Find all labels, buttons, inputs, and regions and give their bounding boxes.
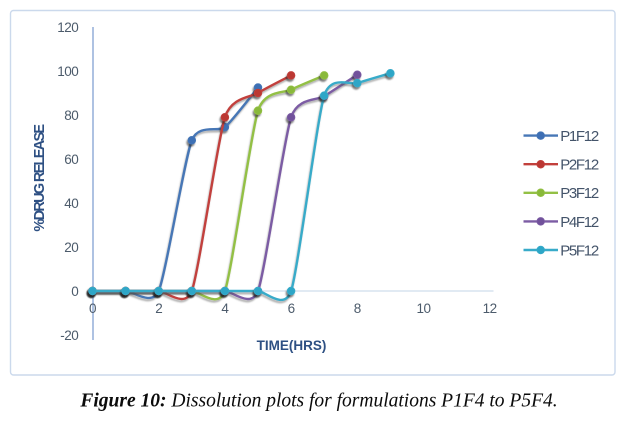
svg-text:2: 2 xyxy=(155,301,162,316)
svg-text:100: 100 xyxy=(57,64,78,79)
svg-text:P3F12: P3F12 xyxy=(560,185,599,202)
svg-text:20: 20 xyxy=(64,240,78,255)
svg-text:P2F12: P2F12 xyxy=(560,157,599,174)
svg-text:TIME(HRS): TIME(HRS) xyxy=(257,338,327,353)
svg-text:-20: -20 xyxy=(60,328,78,343)
svg-text:8: 8 xyxy=(354,301,361,316)
svg-text:0: 0 xyxy=(89,301,96,316)
svg-text:60: 60 xyxy=(64,152,78,167)
svg-text:Figure 10: Dissolution plots f: Figure 10: Dissolution plots for formula… xyxy=(79,391,557,412)
svg-text:%DRUG RELEASE: %DRUG RELEASE xyxy=(32,124,48,232)
svg-text:0: 0 xyxy=(71,284,78,299)
svg-text:10: 10 xyxy=(416,301,430,316)
svg-text:120: 120 xyxy=(57,20,78,35)
svg-text:P4F12: P4F12 xyxy=(560,214,599,231)
svg-text:4: 4 xyxy=(221,301,229,316)
svg-text:6: 6 xyxy=(288,301,295,316)
svg-text:P1F12: P1F12 xyxy=(560,128,599,145)
svg-text:40: 40 xyxy=(64,196,78,211)
svg-text:P5F12: P5F12 xyxy=(560,242,599,259)
svg-text:12: 12 xyxy=(483,301,497,316)
svg-text:80: 80 xyxy=(64,108,78,123)
